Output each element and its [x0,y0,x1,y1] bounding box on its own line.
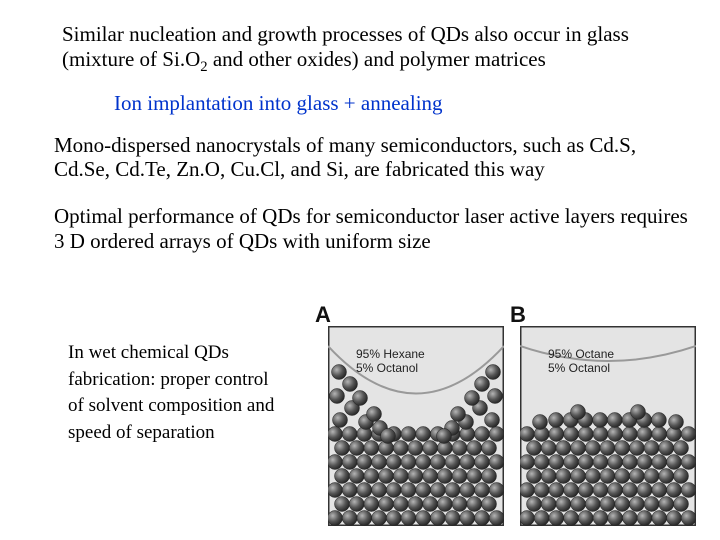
p1-text-b: and other oxides) and polymer matrices [208,47,546,71]
panel-b-legend: 95% Octane 5% Octanol [548,348,614,376]
panel-a-legend: 95% Hexane 5% Octanol [356,348,425,376]
panel-b: 95% Octane 5% Octanol [520,326,696,526]
paragraph-4: Optimal performance of QDs for semicondu… [54,204,690,254]
panel-b-label: B [510,302,526,328]
panel-a-legend-l1: 95% Hexane [356,347,425,361]
panel-b-legend-l2: 5% Octanol [548,361,610,375]
figure: A B 95% Hexane 5% Octanol 95% Octane 5% … [310,308,700,528]
figure-caption: In wet chemical QDs fabrication: proper … [68,340,288,446]
panel-a-label: A [315,302,331,328]
paragraph-blue: Ion implantation into glass + annealing [114,90,690,116]
paragraph-1: Similar nucleation and growth processes … [62,22,690,76]
paragraph-3: Mono-dispersed nanocrystals of many semi… [54,133,690,183]
p1-subscript: 2 [200,59,207,75]
panel-a-legend-l2: 5% Octanol [356,361,418,375]
panel-a: 95% Hexane 5% Octanol [328,326,504,526]
panel-b-legend-l1: 95% Octane [548,347,614,361]
